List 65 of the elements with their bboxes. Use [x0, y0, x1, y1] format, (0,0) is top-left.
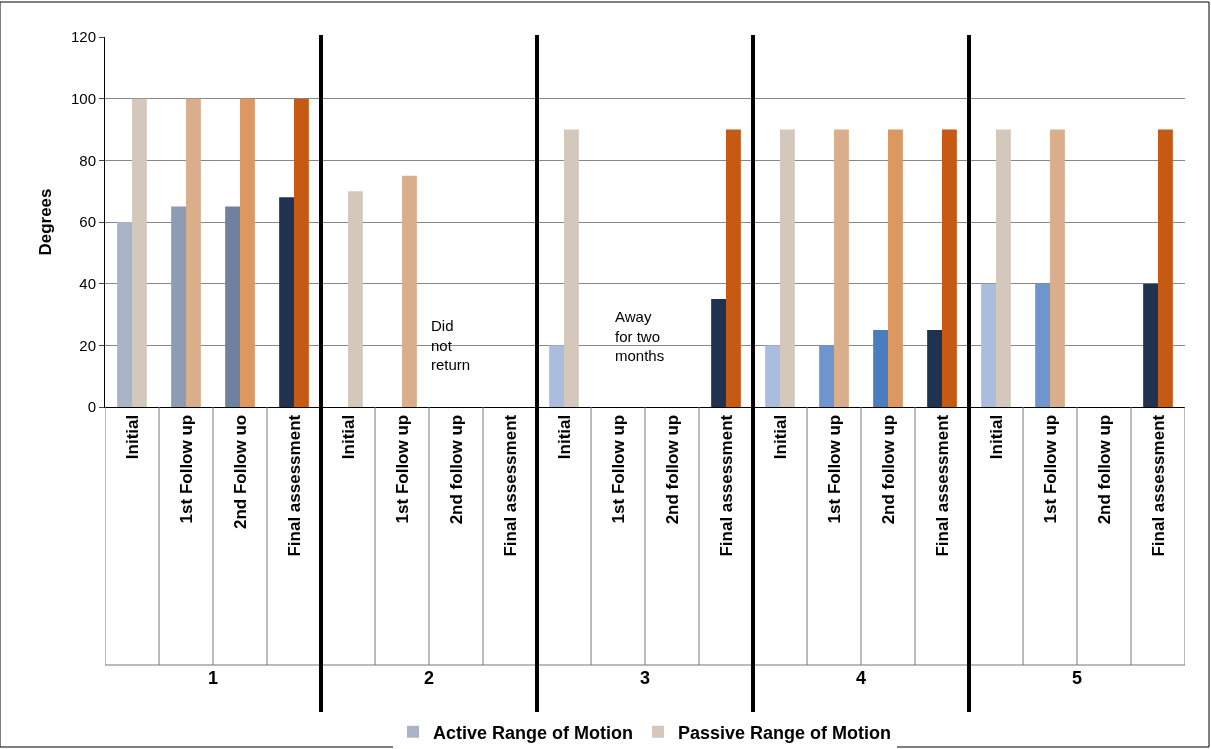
bar	[819, 345, 834, 407]
x-tick-label: Final assessment	[500, 414, 520, 557]
annotation: Away for two months	[615, 308, 665, 364]
bar	[873, 329, 888, 407]
y-tick-label: 120	[70, 28, 96, 46]
bar	[117, 222, 132, 407]
bar	[225, 206, 240, 407]
bar	[711, 299, 726, 407]
x-tick-label: Final assessment	[1148, 414, 1168, 557]
x-tick-label: 1st Follow up	[824, 414, 844, 524]
text: 4	[856, 668, 867, 688]
x-tick-label: Final assessment	[716, 414, 736, 557]
bar	[996, 129, 1011, 407]
bar	[888, 129, 903, 407]
x-tick-label: 2nd follow up	[662, 414, 682, 525]
y-tick-label: 40	[79, 274, 96, 292]
y-axis-title: Degrees	[35, 188, 55, 256]
x-tick-label: Final assessment	[284, 414, 304, 557]
text: 2	[424, 668, 435, 688]
bar	[549, 345, 564, 407]
annotation: Did not return	[431, 317, 471, 373]
x-tick-label: 1st Follow up	[1040, 414, 1060, 524]
bar	[1035, 283, 1050, 407]
x-tick-label: 1st Follow up	[392, 414, 412, 524]
bar	[726, 129, 741, 407]
x-tick-label: Initial	[986, 414, 1006, 460]
y-tick-label: 100	[70, 89, 96, 107]
bar	[132, 98, 147, 407]
y-tick-label: 60	[79, 213, 96, 231]
bar	[834, 129, 849, 407]
legend-label: Active Range of Motion	[433, 722, 634, 743]
bar	[1158, 129, 1173, 407]
y-tick-label: 80	[79, 151, 96, 169]
bar	[294, 98, 309, 407]
bar	[1050, 129, 1065, 407]
bar	[1143, 283, 1158, 407]
x-tick-label: Final assessment	[932, 414, 952, 557]
bar	[981, 283, 996, 407]
x-tick-label: 2nd follow up	[878, 414, 898, 525]
x-tick-label: 1st Follow up	[608, 414, 628, 524]
x-tick-label: 2nd Follow uo	[230, 414, 250, 530]
bar	[780, 129, 795, 407]
x-tick-label: 1st Follow up	[176, 414, 196, 524]
bar	[927, 329, 942, 407]
legend-label: Passive Range of Motion	[678, 722, 892, 743]
bar	[240, 98, 255, 407]
x-tick-label: Initial	[122, 414, 142, 460]
bar	[564, 129, 579, 407]
x-tick-label: 2nd follow up	[1094, 414, 1114, 525]
x-tick-label: 2nd follow up	[446, 414, 466, 525]
text: 5	[1072, 668, 1083, 688]
text: 1	[208, 668, 219, 688]
bar	[942, 129, 957, 407]
x-tick-label: Initial	[554, 414, 574, 460]
x-tick-label: Initial	[770, 414, 790, 460]
y-tick-label: 20	[79, 336, 96, 354]
x-tick-label: Initial	[338, 414, 358, 460]
bar	[402, 175, 417, 407]
bar	[171, 206, 186, 407]
bar	[279, 197, 294, 407]
bar	[348, 191, 363, 407]
bar	[186, 98, 201, 407]
y-tick-label: 0	[87, 398, 96, 416]
text: 3	[640, 668, 651, 688]
bar	[765, 345, 780, 407]
